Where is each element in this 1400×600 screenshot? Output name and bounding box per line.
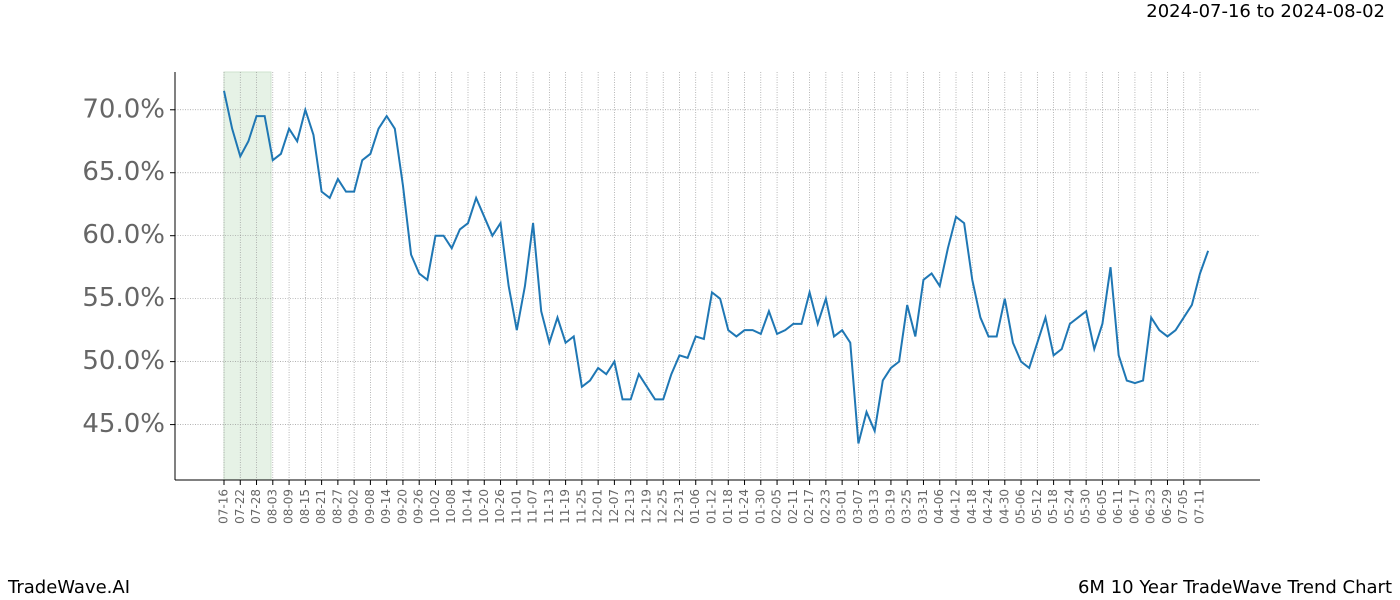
x-tick-label: 05-30 <box>1079 489 1093 524</box>
x-tick-label: 12-01 <box>591 489 605 524</box>
x-tick-label: 05-24 <box>1062 489 1076 524</box>
x-tick-label: 04-12 <box>949 489 963 524</box>
x-tick-label: 07-11 <box>1193 489 1207 524</box>
x-tick-label: 03-07 <box>851 489 865 524</box>
x-tick-label: 03-13 <box>867 489 881 524</box>
x-tick-label: 08-03 <box>265 489 279 524</box>
x-tick-label: 06-29 <box>1160 489 1174 524</box>
x-tick-label: 03-19 <box>883 489 897 524</box>
x-tick-label: 02-23 <box>818 489 832 524</box>
x-tick-label: 09-26 <box>412 489 426 524</box>
x-tick-label: 10-14 <box>461 489 475 524</box>
x-tick-label: 01-18 <box>721 489 735 524</box>
x-tick-label: 04-30 <box>997 489 1011 524</box>
footer-left: TradeWave.AI <box>7 577 130 598</box>
x-tick-label: 11-01 <box>509 489 523 524</box>
trend-line <box>223 90 1210 444</box>
x-tick-label: 03-31 <box>916 489 930 524</box>
y-tick-label: 50.0% <box>82 346 165 376</box>
x-tick-label: 09-20 <box>395 489 409 524</box>
highlight-band <box>223 71 272 481</box>
x-tick-label: 09-14 <box>379 489 393 524</box>
x-tick-label: 05-12 <box>1030 489 1044 524</box>
x-tick-label: 12-07 <box>607 489 621 524</box>
x-tick-label: 07-22 <box>233 489 247 524</box>
y-tick-label: 45.0% <box>82 409 165 439</box>
x-tick-label: 03-25 <box>900 489 914 524</box>
x-tick-label: 09-02 <box>347 489 361 524</box>
x-tick-label: 11-13 <box>542 489 556 524</box>
y-tick-label: 70.0% <box>82 94 165 124</box>
x-tick-label: 06-05 <box>1095 489 1109 524</box>
y-tick-label: 55.0% <box>82 283 165 313</box>
x-tick-label: 03-01 <box>835 489 849 524</box>
x-tick-label: 01-30 <box>753 489 767 524</box>
x-tick-label: 11-25 <box>574 489 588 524</box>
x-tick-label: 10-08 <box>444 489 458 524</box>
x-tick-label: 04-18 <box>965 489 979 524</box>
x-tick-label: 04-06 <box>932 489 946 524</box>
x-tick-label: 10-20 <box>477 489 491 524</box>
footer-right: 6M 10 Year TradeWave Trend Chart <box>1078 577 1392 598</box>
x-tick-label: 06-23 <box>1144 489 1158 524</box>
x-tick-label: 12-19 <box>639 489 653 524</box>
x-tick-label: 07-16 <box>217 489 231 524</box>
x-tick-label: 06-11 <box>1111 489 1125 524</box>
grid: 45.0% 50.0% 55.0% 60.0% 65.0% 70.0% 07-16 07-22… <box>82 72 1260 524</box>
x-tick-label: 07-28 <box>249 489 263 524</box>
x-tick-label: 05-18 <box>1046 489 1060 524</box>
x-tick-label: 02-05 <box>770 489 784 524</box>
x-tick-label: 09-08 <box>363 489 377 524</box>
chart-title: 2024-07-16 to 2024-08-02 <box>1146 1 1385 22</box>
x-tick-label: 04-24 <box>981 489 995 524</box>
x-tick-label: 08-15 <box>298 489 312 524</box>
x-tick-label: 02-11 <box>786 489 800 524</box>
x-tick-label: 10-02 <box>428 489 442 524</box>
x-tick-label: 08-27 <box>330 489 344 524</box>
x-tick-label: 06-17 <box>1127 489 1141 524</box>
x-tick-label: 11-19 <box>558 489 572 524</box>
x-tick-label: 05-06 <box>1014 489 1028 524</box>
x-tick-label: 10-26 <box>493 489 507 524</box>
x-tick-label: 01-24 <box>737 489 751 524</box>
y-tick-label: 60.0% <box>82 220 165 250</box>
x-tick-label: 08-21 <box>314 489 328 524</box>
x-tick-label: 07-05 <box>1176 489 1190 524</box>
x-tick-label: 01-06 <box>688 489 702 524</box>
x-tick-label: 02-17 <box>802 489 816 524</box>
x-tick-label: 12-13 <box>623 489 637 524</box>
x-tick-label: 01-12 <box>705 489 719 524</box>
plot <box>223 90 1210 444</box>
x-tick-label: 11-07 <box>526 489 540 524</box>
x-tick-label: 12-25 <box>656 489 670 524</box>
y-tick-label: 65.0% <box>82 157 165 187</box>
x-tick-label: 12-31 <box>672 489 686 524</box>
x-tick-label: 08-09 <box>282 489 296 524</box>
